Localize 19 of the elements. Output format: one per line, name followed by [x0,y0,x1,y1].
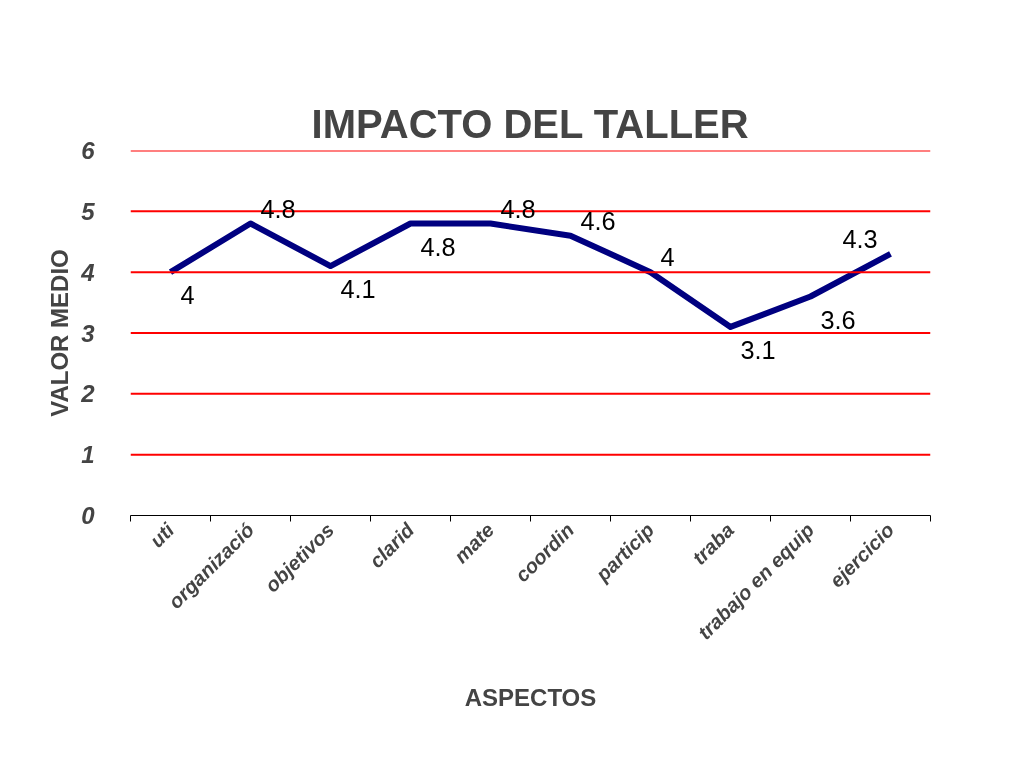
data-label: 4 [660,243,675,272]
data-label: 4.3 [842,224,878,253]
x-tick-label: uti [145,518,179,552]
data-label: 4 [180,281,195,310]
y-tick-label: 0 [81,502,96,529]
data-label: 3.6 [820,305,856,334]
data-label: 3.1 [740,335,776,364]
y-tick-label: 4 [80,258,95,286]
x-axis-title: ASPECTOS [464,684,597,712]
data-label: 4.1 [340,275,376,304]
chart-title: IMPACTO DEL TALLER [311,101,749,146]
y-tick-label: 2 [80,380,96,408]
y-tick-label: 6 [81,137,96,164]
y-tick-label: 5 [81,197,96,225]
y-tick-label: 3 [81,319,96,347]
data-label: 4.6 [580,206,616,235]
y-axis-title: VALOR MEDIO [46,249,74,417]
y-tick-label: 1 [81,441,95,469]
data-label: 4.8 [420,232,456,261]
